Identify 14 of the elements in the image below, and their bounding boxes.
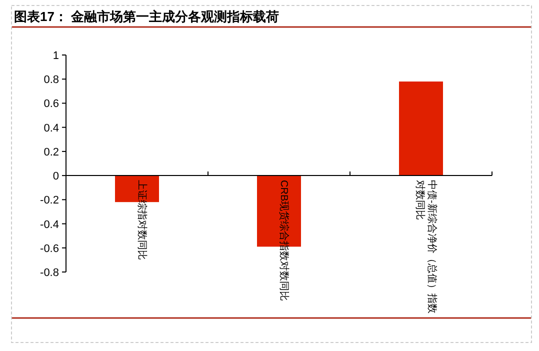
y-tick-label: 0.2 — [44, 146, 59, 158]
x-tick-label: CRB现货综合指数对数同比 — [277, 180, 289, 303]
y-tick-label: 0.8 — [44, 74, 59, 86]
y-tick-label: -0.8 — [40, 267, 59, 279]
x-tick-label: 上证综指对数同比 — [135, 180, 147, 262]
y-tick-label: 0.6 — [44, 98, 59, 110]
y-tick-label: -0.6 — [40, 242, 59, 255]
y-tick-label: 0 — [52, 170, 59, 183]
y-tick-label: 1 — [52, 50, 59, 62]
y-tick-label: -0.4 — [40, 218, 59, 231]
x-tick-label: 中债-新综合净价（总值）指数对数同比 — [413, 180, 437, 314]
y-tick-label: -0.2 — [40, 194, 59, 207]
chart-title: 图表17： 金融市场第一主成分各观测指标载荷 — [14, 9, 280, 24]
y-tick-label: 0.4 — [44, 122, 59, 134]
